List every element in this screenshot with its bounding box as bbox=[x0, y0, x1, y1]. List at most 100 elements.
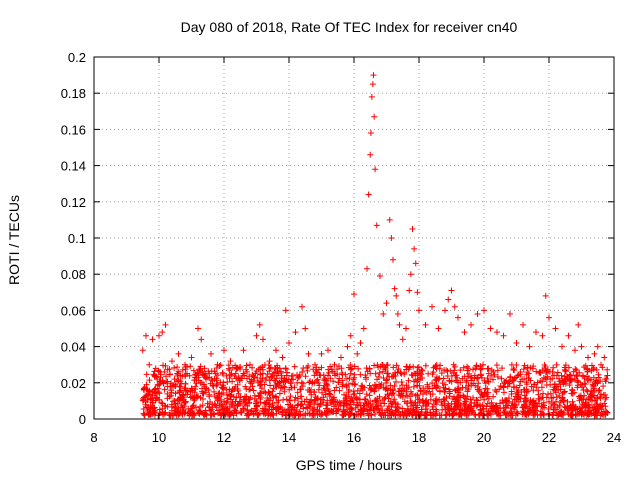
background-point bbox=[234, 402, 241, 409]
background-point bbox=[538, 378, 545, 385]
background-point bbox=[208, 411, 215, 418]
background-point bbox=[389, 389, 396, 396]
background-point bbox=[542, 365, 549, 372]
background-point bbox=[298, 393, 305, 400]
background-point bbox=[536, 369, 543, 376]
y-tick-label: 0 bbox=[79, 412, 86, 427]
background-point bbox=[600, 383, 607, 390]
data-point bbox=[513, 339, 520, 346]
background-point bbox=[272, 393, 279, 400]
background-point bbox=[391, 383, 398, 390]
background-point bbox=[265, 412, 272, 419]
background-point bbox=[324, 401, 331, 408]
background-point bbox=[164, 378, 171, 385]
data-point bbox=[388, 235, 395, 241]
data-point bbox=[487, 325, 494, 332]
background-point bbox=[298, 401, 305, 408]
background-point bbox=[273, 399, 280, 406]
data-point bbox=[286, 339, 292, 346]
background-point bbox=[380, 375, 387, 382]
background-point bbox=[471, 375, 478, 382]
background-point bbox=[554, 369, 561, 376]
data-point bbox=[367, 151, 374, 158]
x-tick-label: 20 bbox=[477, 430, 491, 445]
background-point bbox=[599, 364, 606, 371]
background-point bbox=[311, 388, 318, 395]
background-point bbox=[540, 374, 547, 381]
data-point bbox=[520, 321, 526, 328]
x-axis-ticks: 8 10 12 14 16 18 20 22 24 bbox=[90, 57, 621, 445]
background-point bbox=[247, 408, 254, 415]
background-point bbox=[243, 386, 250, 393]
background-point bbox=[377, 410, 384, 417]
background-point bbox=[366, 365, 373, 372]
data-point bbox=[240, 347, 247, 354]
background-point bbox=[365, 399, 372, 406]
background-point bbox=[431, 382, 438, 389]
background-point bbox=[206, 391, 213, 398]
background-point bbox=[256, 389, 263, 396]
background-point bbox=[398, 379, 405, 386]
background-point bbox=[517, 371, 524, 378]
background-point bbox=[488, 399, 495, 406]
background-point bbox=[600, 408, 607, 415]
background-point bbox=[452, 396, 459, 403]
background-point bbox=[253, 398, 260, 405]
background-point bbox=[560, 398, 567, 405]
background-point bbox=[214, 394, 221, 401]
background-point bbox=[161, 368, 168, 375]
background-point bbox=[311, 397, 318, 404]
background-point bbox=[571, 375, 578, 382]
background-point bbox=[358, 382, 365, 389]
data-point bbox=[393, 292, 400, 299]
background-point bbox=[171, 364, 178, 371]
background-point bbox=[355, 408, 362, 415]
background-point bbox=[244, 375, 251, 382]
background-point bbox=[313, 369, 320, 376]
data-point bbox=[391, 285, 398, 292]
background-point bbox=[288, 376, 295, 383]
background-point bbox=[570, 401, 577, 408]
background-point bbox=[520, 408, 527, 415]
background-point bbox=[254, 412, 261, 419]
background-point bbox=[300, 365, 307, 372]
background-point bbox=[351, 374, 358, 381]
background-point bbox=[164, 403, 171, 410]
background-point bbox=[206, 404, 213, 411]
background-point bbox=[518, 389, 525, 396]
background-point bbox=[577, 381, 584, 388]
background-point bbox=[429, 391, 436, 398]
background-point bbox=[159, 411, 166, 418]
background-point bbox=[588, 367, 595, 374]
data-point bbox=[461, 329, 468, 336]
data-point bbox=[347, 332, 354, 339]
data-point bbox=[214, 361, 221, 368]
background-point bbox=[296, 408, 303, 415]
background-point bbox=[152, 373, 159, 380]
data-point bbox=[188, 354, 195, 361]
background-point bbox=[372, 410, 379, 417]
background-point bbox=[471, 399, 478, 406]
background-point bbox=[339, 383, 346, 390]
data-point bbox=[175, 350, 182, 357]
background-point bbox=[443, 367, 450, 374]
data-point bbox=[591, 350, 598, 357]
background-point bbox=[244, 410, 251, 417]
background-point bbox=[263, 374, 270, 381]
background-point bbox=[582, 362, 589, 369]
background-point bbox=[417, 375, 424, 382]
background-point bbox=[226, 367, 233, 374]
background-point bbox=[472, 411, 479, 418]
background-point bbox=[459, 384, 466, 391]
background-point bbox=[484, 375, 491, 382]
background-point bbox=[326, 393, 333, 400]
background-point bbox=[529, 404, 536, 411]
background-point bbox=[512, 402, 519, 409]
background-point bbox=[339, 371, 346, 378]
background-point bbox=[177, 395, 184, 402]
background-point bbox=[260, 410, 267, 417]
background-point bbox=[330, 378, 337, 385]
background-point bbox=[437, 362, 444, 369]
background-point bbox=[422, 362, 429, 369]
background-point bbox=[174, 400, 181, 407]
